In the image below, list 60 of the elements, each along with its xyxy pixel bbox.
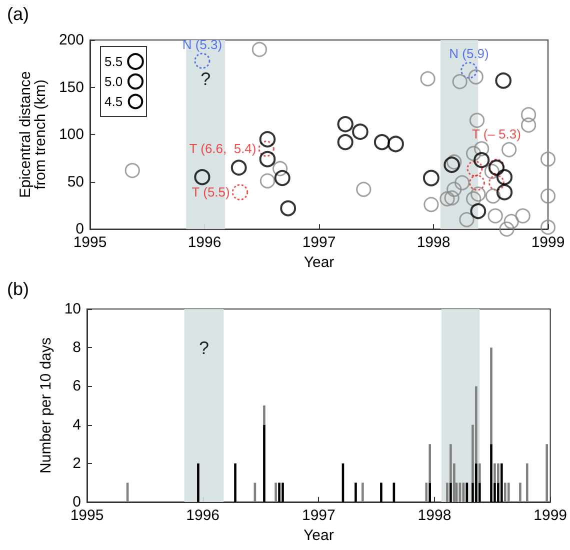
series-label: N (5.9) (449, 46, 489, 61)
y-tick-label: 50 (67, 173, 84, 190)
y-tick-label: 10 (64, 300, 81, 318)
bar (425, 482, 428, 502)
y-tick-label: 6 (72, 378, 81, 395)
y-axis-title: Epicentral distance from trench (km) (17, 71, 50, 198)
series-label: N (5.3) (182, 36, 222, 52)
bar (362, 482, 364, 502)
bar (497, 463, 500, 483)
x-axis-title: Year (304, 254, 334, 271)
bar (197, 463, 200, 502)
legend-label: 5.0 (104, 74, 123, 89)
bar (446, 482, 448, 502)
y-tick-label: 150 (58, 78, 84, 96)
bar (428, 482, 432, 502)
bar (490, 444, 492, 502)
series-label: T (5.5) (192, 184, 230, 200)
x-axis-title: Year (304, 526, 334, 544)
bar (494, 463, 496, 483)
bar (519, 482, 522, 502)
bar (263, 406, 266, 425)
bar (478, 463, 481, 483)
bar (354, 482, 357, 502)
x-tick-label: 1999 (531, 234, 565, 252)
chart-title: (b) (7, 279, 29, 299)
bar (428, 444, 432, 483)
y-tick-label: 200 (58, 32, 84, 48)
y-tick-label: 2 (72, 454, 81, 472)
bar (234, 463, 236, 502)
bar (263, 424, 266, 502)
bar (546, 444, 548, 502)
band-label: ? (200, 69, 211, 89)
x-tick-label: 1999 (534, 507, 568, 524)
bar (526, 463, 528, 502)
bar (504, 482, 506, 502)
x-tick-label: 1996 (186, 507, 220, 524)
x-tick-label: 1998 (416, 234, 450, 252)
chart-title: (a) (7, 4, 29, 24)
bar (450, 482, 452, 502)
y-tick-label: 100 (58, 126, 84, 144)
bar (274, 482, 277, 502)
bar (490, 348, 492, 444)
bar (500, 463, 503, 502)
x-tick-label: 1997 (302, 507, 336, 524)
x-tick-label: 1998 (418, 507, 452, 524)
bar (475, 463, 478, 502)
x-tick-label: 1996 (188, 234, 222, 252)
bar (278, 482, 280, 502)
bar (282, 482, 284, 502)
y-tick-label: 4 (72, 416, 81, 434)
legend-label: 4.5 (104, 94, 123, 109)
series-label: T (– 5.3) (472, 126, 521, 142)
y-tick-label: 8 (72, 339, 81, 356)
band-label: ? (198, 338, 209, 358)
legend-label: 5.5 (104, 54, 123, 69)
x-tick-label: 1997 (302, 234, 336, 252)
y-axis-title: Number per 10 days (37, 338, 54, 474)
bar (507, 482, 510, 502)
bar (380, 482, 382, 502)
series-label: T (6.6, 5.4) (189, 141, 256, 156)
